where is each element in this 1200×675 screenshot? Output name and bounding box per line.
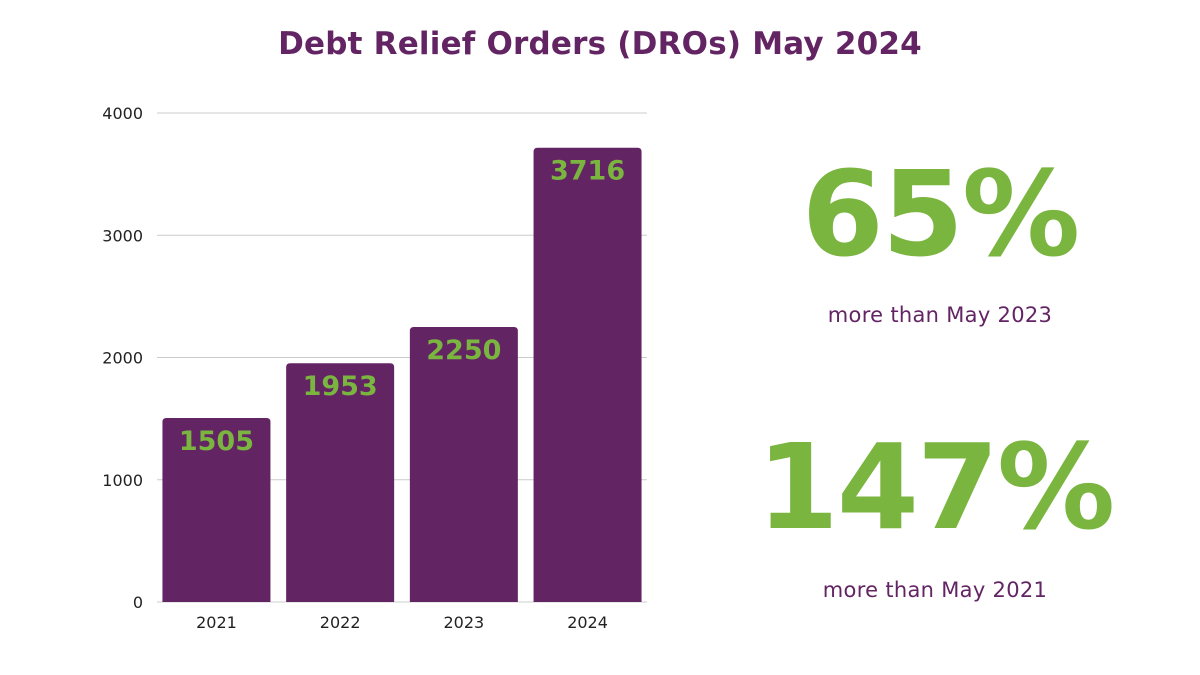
data-label-2024: 3716 — [550, 156, 625, 187]
x-axis-ticks: 2021 2022 2023 2024 — [196, 613, 608, 632]
data-labels: 1505 1953 2250 3716 — [179, 156, 625, 457]
stat-vs-2023: 65% more than May 2023 — [760, 155, 1120, 327]
data-label-2022: 1953 — [303, 371, 378, 402]
y-tick-label: 1000 — [102, 471, 143, 490]
stat-caption-2021: more than May 2021 — [822, 578, 1048, 602]
y-tick-label: 2000 — [102, 349, 143, 368]
x-tick-label: 2022 — [320, 613, 361, 632]
y-axis-ticks: 0 1000 2000 3000 4000 — [102, 104, 143, 612]
data-label-2023: 2250 — [426, 335, 501, 366]
bar-2023 — [409, 326, 518, 602]
x-tick-label: 2024 — [567, 613, 608, 632]
x-tick-label: 2021 — [196, 613, 237, 632]
bars — [162, 147, 642, 602]
bar-2021 — [162, 418, 271, 602]
bar-2022 — [286, 363, 395, 602]
stat-vs-2021: 147% more than May 2021 — [735, 428, 1135, 602]
y-tick-label: 0 — [133, 593, 143, 612]
stat-caption-2023: more than May 2023 — [827, 303, 1053, 327]
chart-title: Debt Relief Orders (DROs) May 2024 — [278, 26, 922, 62]
y-tick-label: 4000 — [102, 104, 143, 123]
stat-value-2021: 147% — [756, 418, 1116, 556]
y-tick-label: 3000 — [102, 226, 143, 245]
stat-value-2023: 65% — [801, 145, 1080, 283]
bar-2024 — [533, 147, 642, 602]
x-tick-label: 2023 — [443, 613, 484, 632]
data-label-2021: 1505 — [179, 426, 254, 457]
